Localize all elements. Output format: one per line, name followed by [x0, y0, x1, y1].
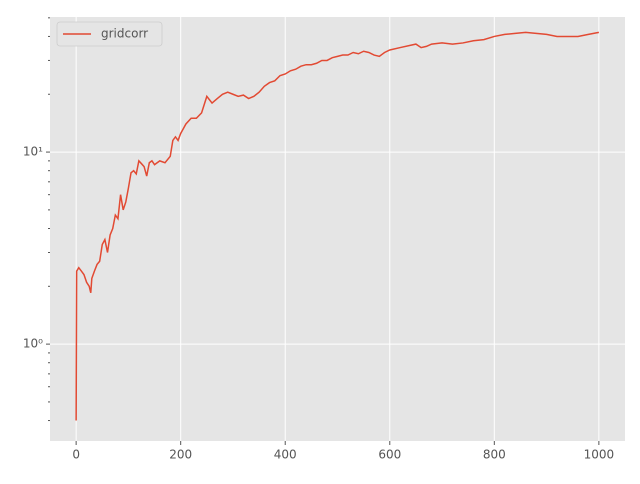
x-tick-label: 600 — [378, 448, 401, 462]
x-tick-label: 0 — [72, 448, 80, 462]
marks — [75, 31, 600, 421]
x-tick-label: 400 — [274, 448, 297, 462]
grid — [50, 17, 625, 441]
line — [75, 31, 600, 421]
x-tick-label: 1000 — [584, 448, 615, 462]
x-tick-label: 200 — [169, 448, 192, 462]
x-tick-label: 800 — [483, 448, 506, 462]
legend-label: gridcorr — [101, 27, 148, 41]
legend-box — [56, 21, 163, 47]
plot-area — [50, 17, 625, 441]
y-tick-label: 10¹ — [23, 145, 43, 159]
y-tick-label: 10⁰ — [23, 337, 43, 351]
